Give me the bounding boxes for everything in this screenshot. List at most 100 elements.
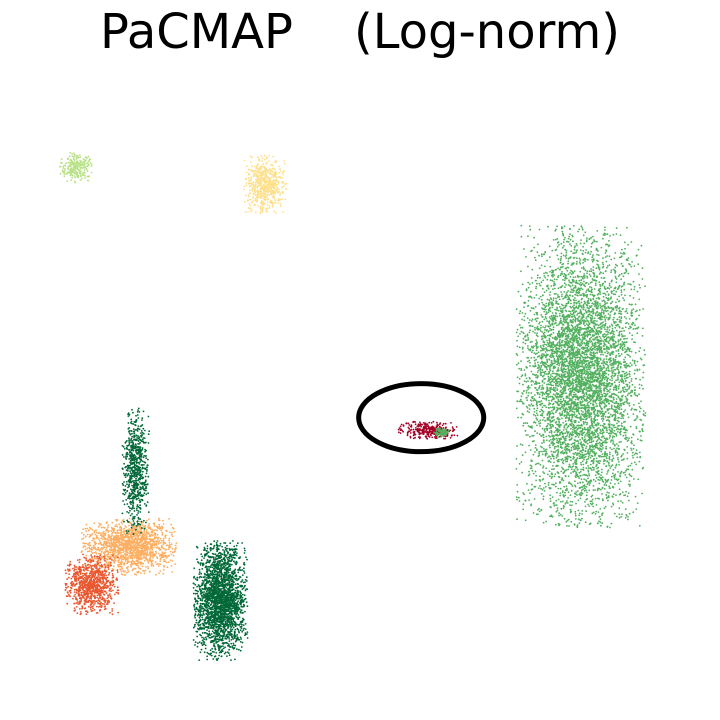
point xyxy=(619,234,622,237)
point xyxy=(81,177,83,180)
point xyxy=(527,434,529,436)
point xyxy=(586,404,588,407)
point xyxy=(243,185,246,188)
point xyxy=(632,280,635,283)
point xyxy=(610,310,613,312)
point xyxy=(604,320,607,322)
point xyxy=(575,491,578,493)
point xyxy=(642,327,644,330)
point xyxy=(597,522,599,525)
point xyxy=(611,400,613,402)
point xyxy=(639,347,642,349)
point xyxy=(585,289,588,292)
point xyxy=(588,474,591,477)
point xyxy=(560,252,563,255)
point xyxy=(251,201,254,204)
point xyxy=(548,339,551,341)
point xyxy=(632,456,634,459)
point xyxy=(516,376,519,379)
point xyxy=(257,156,260,159)
point xyxy=(598,326,600,329)
point xyxy=(560,291,562,293)
point xyxy=(520,395,523,398)
point xyxy=(596,253,598,256)
point xyxy=(270,188,273,191)
point xyxy=(591,260,594,263)
point xyxy=(581,433,583,435)
point xyxy=(608,455,611,458)
point xyxy=(254,186,257,188)
point xyxy=(529,449,532,451)
point xyxy=(600,436,603,439)
point xyxy=(271,205,274,208)
point xyxy=(633,372,636,375)
point xyxy=(595,267,598,270)
point xyxy=(77,165,80,167)
point xyxy=(603,348,605,351)
point xyxy=(579,270,582,273)
point xyxy=(548,431,551,434)
point xyxy=(540,388,543,390)
point xyxy=(587,374,589,377)
point xyxy=(597,442,599,445)
point xyxy=(586,423,588,426)
point xyxy=(578,522,581,524)
point xyxy=(546,419,549,421)
point xyxy=(604,415,607,418)
point xyxy=(268,207,271,210)
point xyxy=(602,272,605,275)
point xyxy=(587,359,589,362)
point xyxy=(605,358,608,360)
point xyxy=(272,176,275,178)
point xyxy=(557,258,560,261)
point xyxy=(638,393,640,396)
point xyxy=(563,279,566,282)
point xyxy=(611,335,614,337)
point xyxy=(257,205,260,208)
point xyxy=(259,192,262,195)
point xyxy=(535,448,538,451)
point xyxy=(594,369,597,372)
point xyxy=(625,469,627,472)
point xyxy=(586,364,589,367)
point xyxy=(553,431,556,433)
point xyxy=(587,345,590,348)
point xyxy=(642,308,644,310)
point xyxy=(608,451,611,454)
point xyxy=(569,332,572,335)
point xyxy=(71,176,73,179)
point xyxy=(562,241,565,244)
point xyxy=(256,167,259,170)
point xyxy=(596,352,599,354)
point xyxy=(605,369,608,372)
point xyxy=(627,492,630,494)
point xyxy=(602,263,605,266)
point xyxy=(550,450,553,453)
point xyxy=(615,398,618,400)
point xyxy=(530,351,533,354)
point xyxy=(249,210,252,213)
point xyxy=(586,356,589,358)
point xyxy=(580,396,583,398)
point xyxy=(550,374,552,376)
point xyxy=(540,492,543,495)
point xyxy=(558,322,561,325)
point xyxy=(539,485,541,487)
point xyxy=(77,156,80,159)
point xyxy=(571,408,574,410)
point xyxy=(69,151,72,154)
point xyxy=(590,268,592,270)
point xyxy=(625,367,628,369)
point xyxy=(545,325,547,327)
point xyxy=(635,452,637,455)
point xyxy=(633,453,636,456)
point xyxy=(71,163,74,166)
point xyxy=(566,347,569,349)
point xyxy=(551,410,553,412)
point xyxy=(527,265,529,268)
point xyxy=(571,234,574,237)
point xyxy=(629,263,631,266)
point xyxy=(262,163,264,166)
point xyxy=(558,421,561,424)
